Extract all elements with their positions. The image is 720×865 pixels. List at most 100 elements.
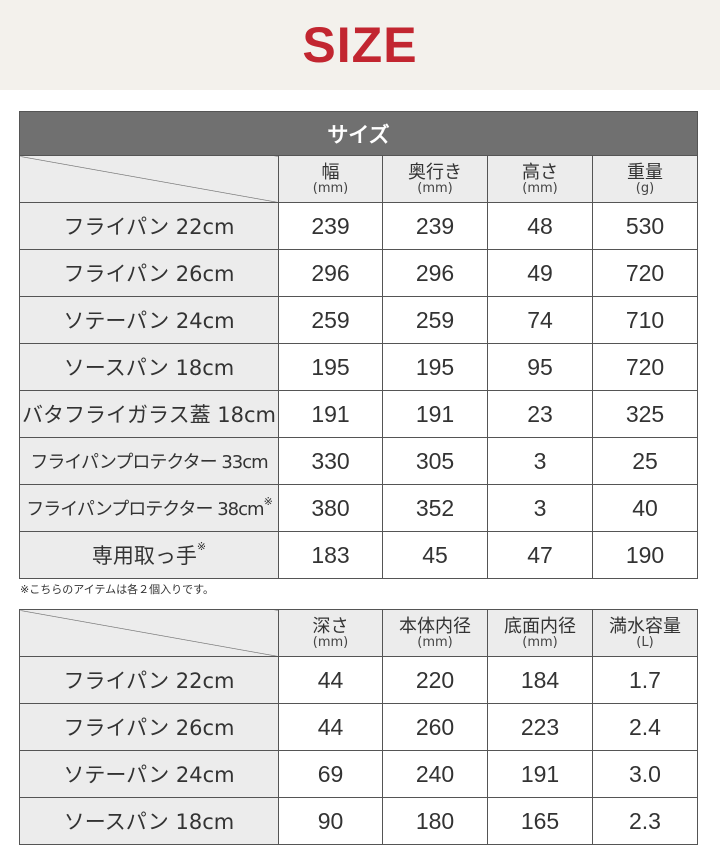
footnote: ※こちらのアイテムは各２個入りです。 [20,583,215,596]
product-name: バタフライガラス蓋 18cm [22,403,276,427]
column-header: 満水容量 (L) [592,609,698,657]
value-cell: 3.0 [592,750,698,798]
value-cell: 2.4 [592,703,698,751]
row-label: ソースパン 18cm [19,797,279,845]
value-cell: 530 [591,202,699,250]
row-label: 専用取っ手※ [19,531,279,579]
value-cell: 3 [487,484,593,532]
value-cell: 710 [591,296,699,344]
table-row: フライパン 26cm 296 296 49 720 [19,249,699,297]
corner-cell [19,609,279,657]
row-label: フライパン 26cm [19,249,279,297]
banner-title: SIZE [302,17,418,73]
value-cell: 95 [487,343,593,391]
value-cell: 183 [278,531,383,579]
product-name: フライパン 22cm [63,215,235,239]
value-cell: 240 [382,750,488,798]
column-header: 幅 (mm) [278,155,383,203]
row-label: フライパン 22cm [19,656,279,704]
value-cell: 2.3 [592,797,698,845]
column-unit: (mm) [312,180,349,196]
table-row: ソテーパン 24cm 259 259 74 710 [19,296,699,344]
value-cell: 191 [487,750,593,798]
value-cell: 40 [591,484,699,532]
value-cell: 165 [487,797,593,845]
note-mark: ※ [196,540,207,553]
size-table: サイズ 幅 (mm) 奥行き (mm) 高さ (mm) 重量 (g) フライパン 22cm 239… [18,111,699,579]
table-row: ソースパン 18cm 90 180 165 2.3 [19,797,698,845]
value-cell: 47 [487,531,593,579]
value-cell: 239 [278,202,383,250]
column-unit: (mm) [312,634,349,650]
value-cell: 325 [591,390,699,438]
product-name: フライパン 26cm [63,262,235,286]
row-label: フライパン 22cm [19,202,279,250]
value-cell: 48 [487,202,593,250]
column-label: 満水容量 [609,615,681,637]
table-row: フライパンプロテクター 33cm 330 305 3 25 [19,437,699,485]
value-cell: 195 [382,343,488,391]
value-cell: 44 [278,656,383,704]
value-cell: 69 [278,750,383,798]
table-row: フライパン 22cm 239 239 48 530 [19,202,699,250]
capacity-table: 深さ (mm) 本体内径 (mm) 底面内径 (mm) 満水容量 (L) フライパン 22cm 4… [19,609,698,845]
value-cell: 180 [382,797,488,845]
column-label: 幅 [321,161,340,183]
value-cell: 1.7 [592,656,698,704]
product-name: 専用取っ手 [91,544,197,568]
size-table-title: サイズ [18,111,699,156]
product-name: ソテーパン 24cm [63,763,235,787]
value-cell: 195 [278,343,383,391]
value-cell: 260 [382,703,488,751]
product-name: フライパン 26cm [63,716,235,740]
value-cell: 296 [382,249,488,297]
value-cell: 184 [487,656,593,704]
value-cell: 223 [487,703,593,751]
column-unit: (L) [636,634,654,650]
value-cell: 330 [278,437,383,485]
table-row: ソースパン 18cm 195 195 95 720 [19,343,699,391]
column-header: 重量 (g) [591,155,699,203]
corner-cell [19,155,279,203]
table-row: フライパンプロテクター 38cm※ 380 352 3 40 [19,484,699,532]
column-unit: (mm) [417,180,453,196]
column-unit: (g) [635,180,655,196]
column-unit: (mm) [417,634,453,650]
column-label: 奥行き [408,161,462,183]
value-cell: 259 [382,296,488,344]
value-cell: 49 [487,249,593,297]
value-cell: 191 [382,390,488,438]
product-name: ソースパン 18cm [63,356,235,380]
column-header: 底面内径 (mm) [487,609,593,657]
product-name: ソースパン 18cm [63,810,235,834]
product-name: フライパンプロテクター 38cm [26,499,264,520]
value-cell: 296 [278,249,383,297]
column-label: 底面内径 [504,615,576,637]
table-row: バタフライガラス蓋 18cm 191 191 23 325 [19,390,699,438]
value-cell: 191 [278,390,383,438]
column-unit: (mm) [522,180,558,196]
note-mark: ※ [263,495,273,508]
table-row: フライパン 26cm 44 260 223 2.4 [19,703,698,751]
column-header: 高さ (mm) [487,155,593,203]
row-label: ソースパン 18cm [19,343,279,391]
product-name: フライパン 22cm [63,669,235,693]
value-cell: 3 [487,437,593,485]
value-cell: 720 [591,343,699,391]
header-row: 深さ (mm) 本体内径 (mm) 底面内径 (mm) 満水容量 (L) [19,609,698,657]
value-cell: 352 [382,484,488,532]
column-label: 高さ [522,161,558,183]
column-label: 重量 [627,161,663,183]
column-header: 深さ (mm) [278,609,383,657]
value-cell: 90 [278,797,383,845]
value-cell: 190 [591,531,699,579]
value-cell: 380 [278,484,383,532]
row-label: バタフライガラス蓋 18cm [19,390,279,438]
value-cell: 239 [382,202,488,250]
header-row: 幅 (mm) 奥行き (mm) 高さ (mm) 重量 (g) [19,155,699,203]
value-cell: 44 [278,703,383,751]
value-cell: 305 [382,437,488,485]
table-row: ソテーパン 24cm 69 240 191 3.0 [19,750,698,798]
table-row: 専用取っ手※ 183 45 47 190 [19,531,699,579]
column-label: 深さ [312,615,349,637]
